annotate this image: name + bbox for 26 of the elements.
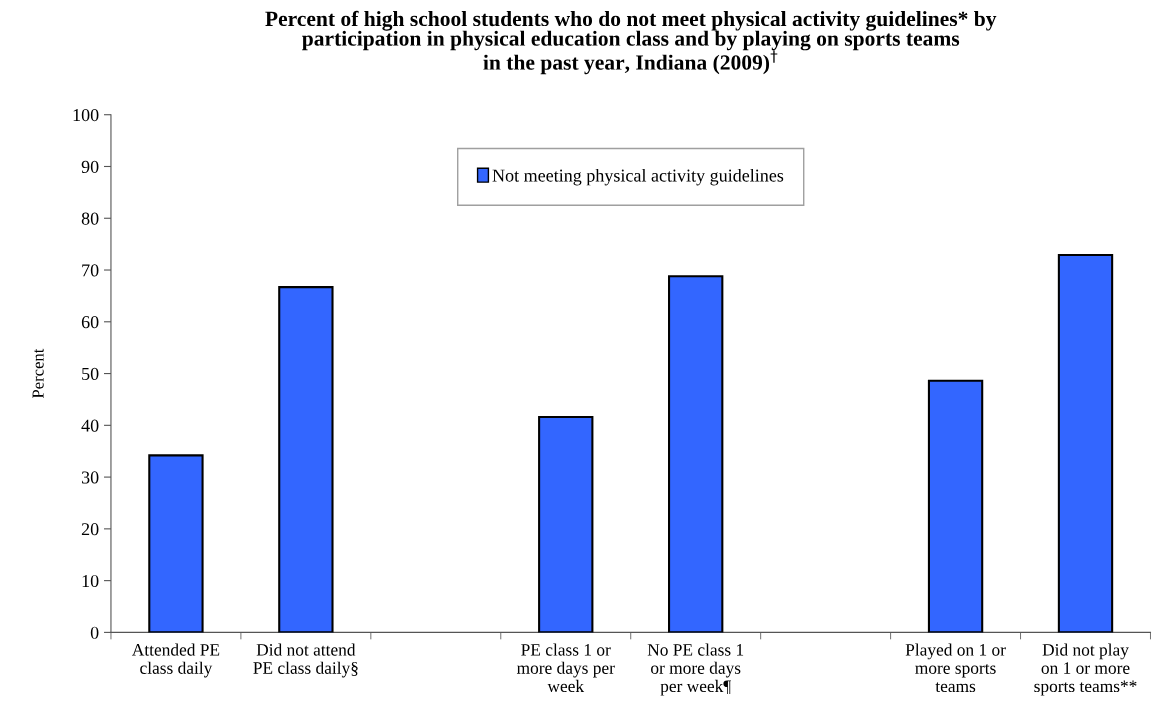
- legend-label: Not meeting physical activity guidelines: [492, 168, 784, 186]
- y-axis-title: Percent: [32, 348, 44, 399]
- y-tick-label: 30: [81, 471, 99, 484]
- x-tick-label: Did not play on 1 or more sports teams**: [1034, 643, 1137, 696]
- x-tick-label: Did not attend PE class daily§: [253, 643, 358, 678]
- x-tick-label: No PE class 1 or more days per week¶: [647, 643, 744, 696]
- bar: [927, 379, 984, 633]
- x-tick-label: Played on 1 or more sports teams: [905, 643, 1006, 693]
- bar: [538, 416, 594, 633]
- y-tick-label: 100: [73, 108, 99, 122]
- y-tick-label: 20: [81, 523, 99, 536]
- y-tick-label: 60: [81, 316, 99, 329]
- bar: [1057, 253, 1114, 633]
- bar: [278, 286, 334, 633]
- y-tick-label: 10: [82, 574, 99, 588]
- y-tick-label: 50: [82, 367, 99, 380]
- y-tick-label: 70: [82, 264, 99, 277]
- x-tick-label: PE class 1 or more days per week: [516, 643, 615, 693]
- y-tick-label: 80: [81, 212, 99, 225]
- y-tick-label: 90: [81, 160, 99, 173]
- x-tick-label: Attended PE class daily: [131, 643, 220, 678]
- y-tick-label: 0: [90, 626, 99, 639]
- bar: [148, 454, 204, 633]
- y-tick-label: 40: [81, 419, 99, 432]
- chart-title: Percent of high school students who do not meet physical activity guidelines* by participation in physical education class and by playing on sports teams in the past year, Indiana (2009)$^{†}$: [265, 10, 997, 75]
- bar: [668, 275, 724, 633]
